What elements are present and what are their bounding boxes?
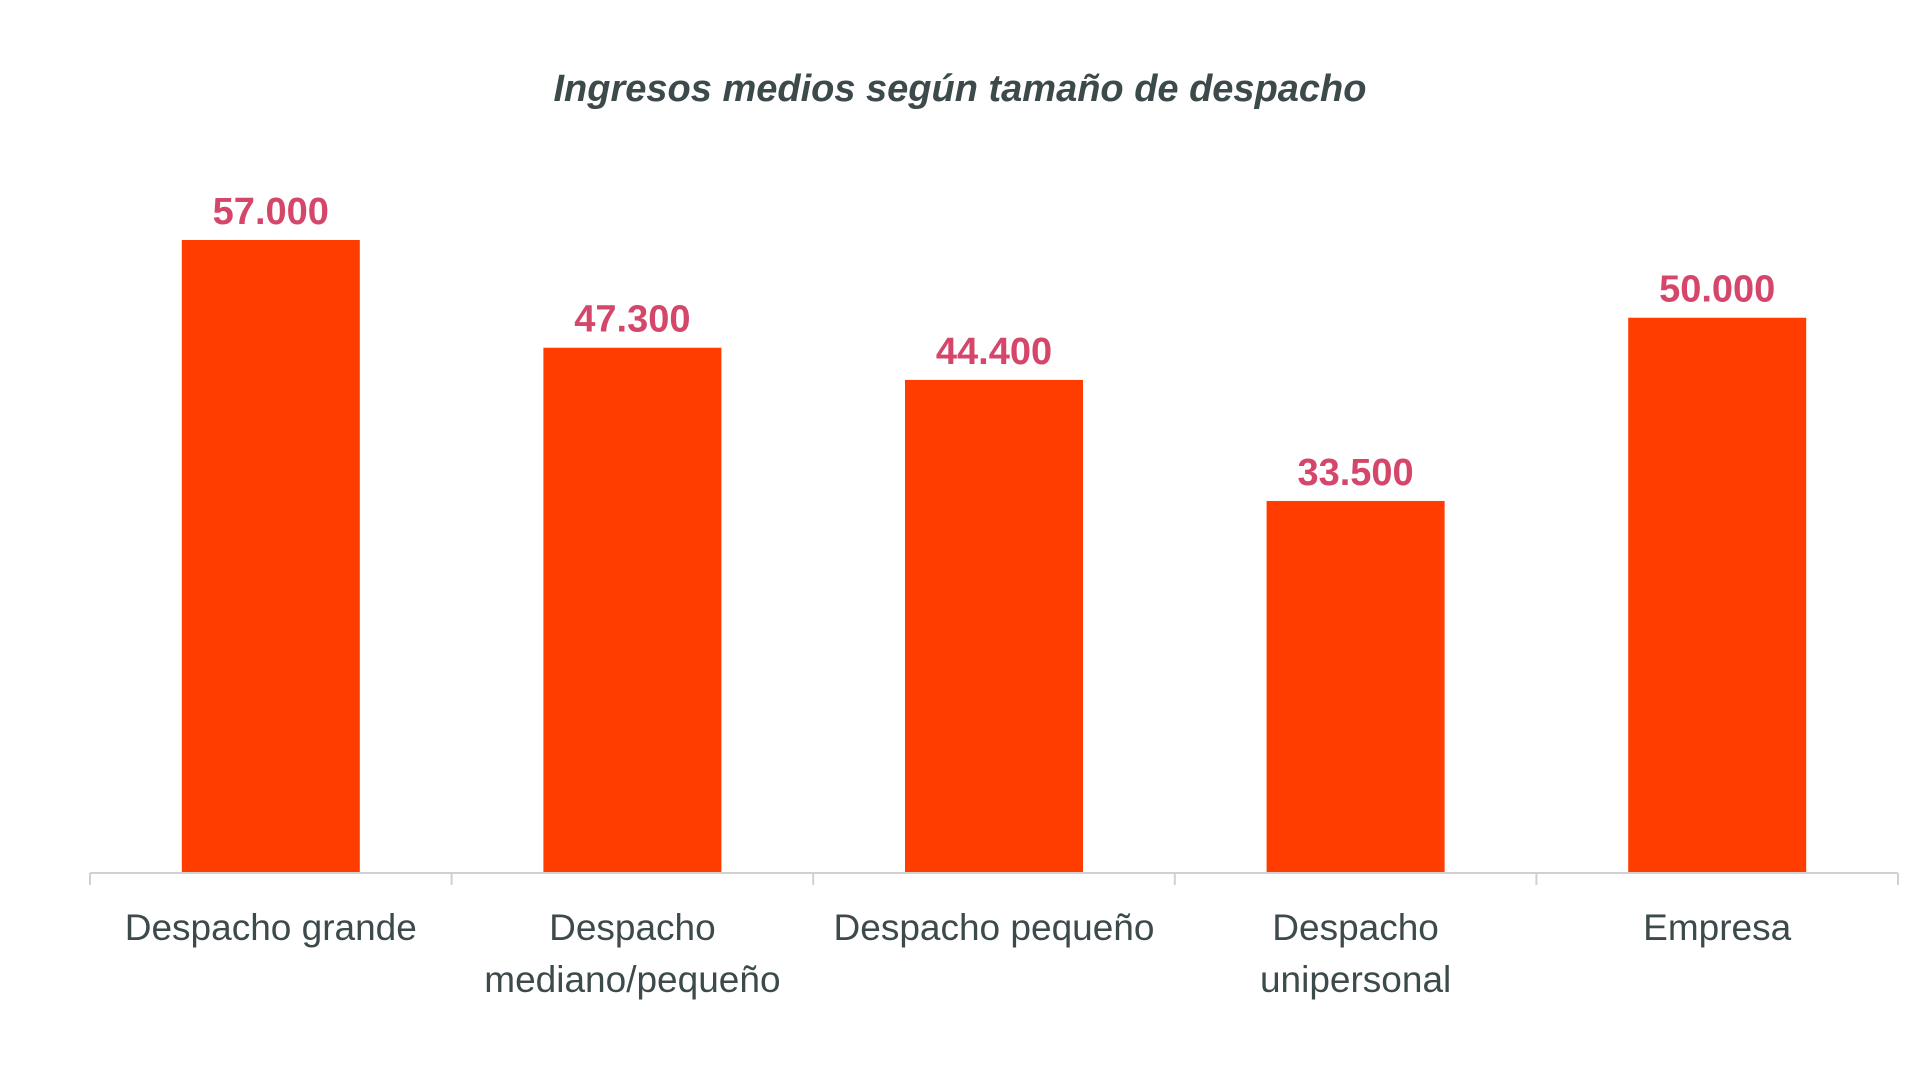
category-label: Despacho unipersonal bbox=[1260, 907, 1451, 1000]
bar-value-label: 57.000 bbox=[213, 191, 329, 233]
category-label-line: Despacho grande bbox=[125, 907, 417, 948]
category-label-line: unipersonal bbox=[1260, 959, 1451, 1000]
bar bbox=[181, 240, 360, 873]
category-label-line: Despacho bbox=[1272, 907, 1439, 948]
category-label: Despacho grande bbox=[125, 907, 417, 948]
bar bbox=[1628, 317, 1807, 874]
bar-value-label: 47.300 bbox=[574, 299, 690, 341]
category-label-line: mediano/pequeño bbox=[484, 959, 780, 1000]
bar bbox=[905, 379, 1083, 873]
category-label: Empresa bbox=[1643, 907, 1791, 948]
bar bbox=[1266, 500, 1445, 873]
category-label-line: Despacho pequeño bbox=[834, 907, 1155, 948]
category-label: Despacho pequeño bbox=[834, 907, 1155, 948]
bar-value-label: 50.000 bbox=[1659, 269, 1775, 311]
bar bbox=[543, 347, 722, 873]
chart-title: Ingresos medios según tamaño de despacho bbox=[553, 68, 1367, 110]
category-label-line: Empresa bbox=[1643, 907, 1791, 948]
bar-value-label: 44.400 bbox=[936, 331, 1052, 373]
category-label-line: Despacho bbox=[549, 907, 716, 948]
bar-value-label: 33.500 bbox=[1297, 452, 1413, 494]
category-label: Despacho mediano/pequeño bbox=[484, 907, 780, 1000]
